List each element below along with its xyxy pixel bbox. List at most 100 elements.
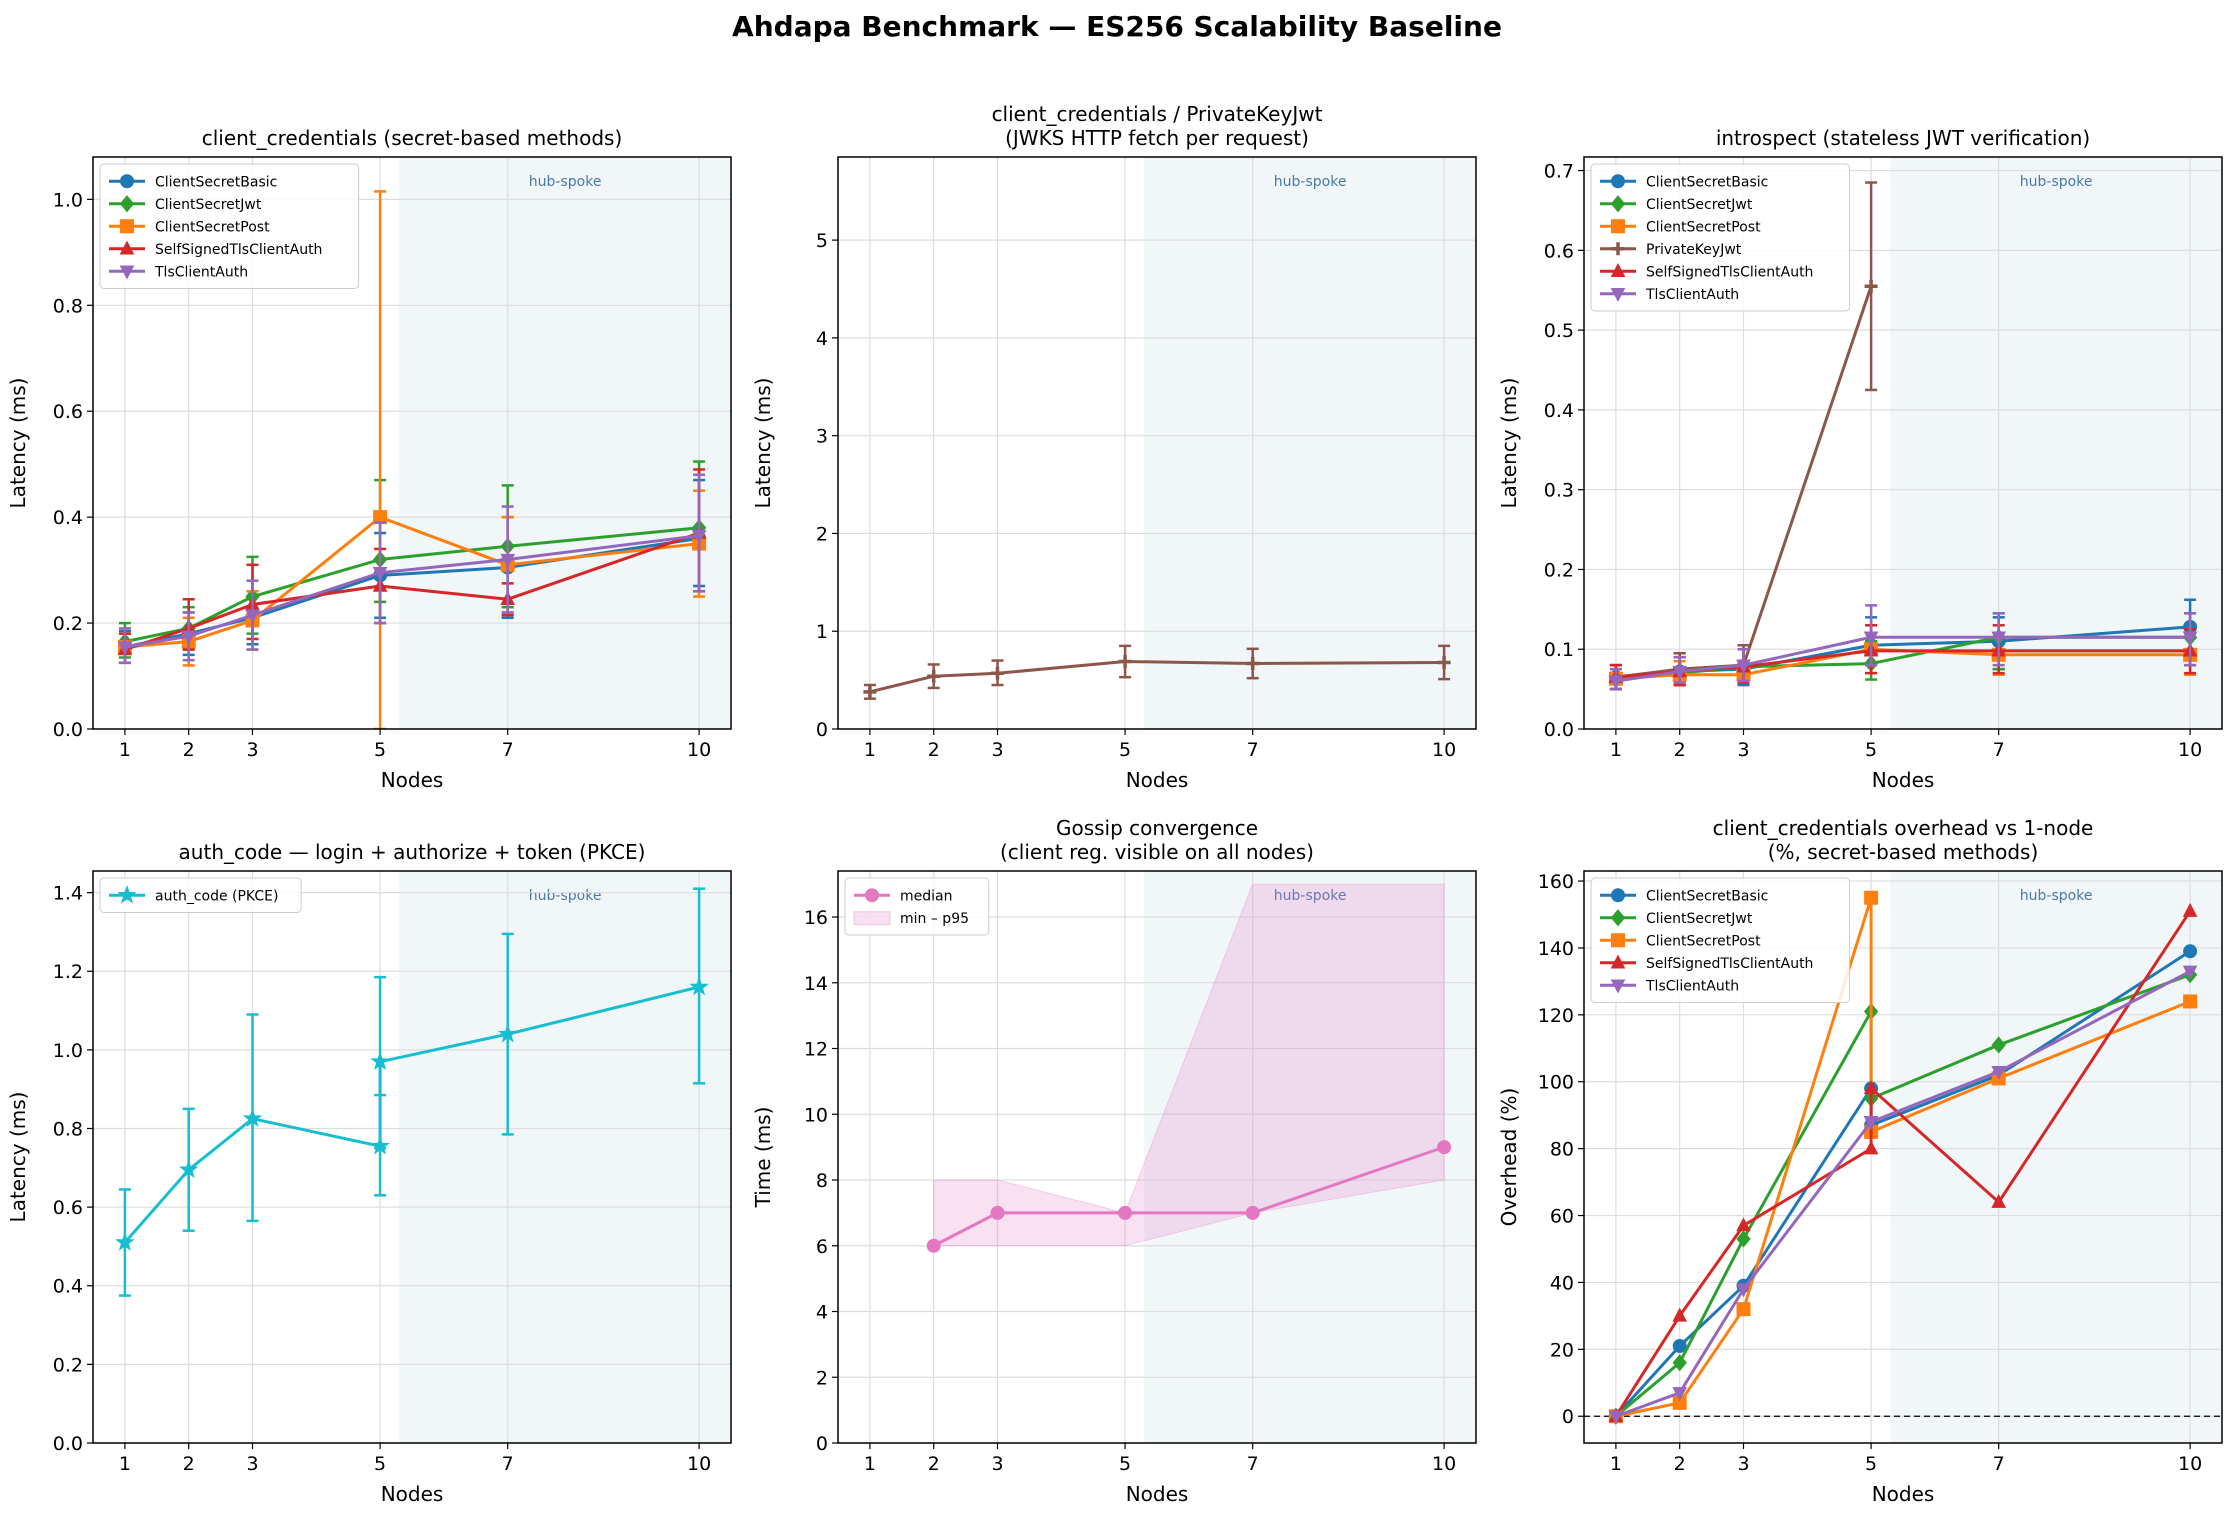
y-tick-label: 20 [1550,1339,1574,1361]
y-tick-label: 0.1 [1544,639,1574,661]
data-point [1863,1080,1879,1095]
x-tick-label: 2 [1674,1453,1686,1475]
y-tick-label: 0.2 [53,1354,83,1376]
x-tick-label: 3 [991,1453,1003,1475]
data-point [927,669,941,683]
legend-marker [119,240,135,255]
legend: median min – p95 [844,877,990,936]
y-tick-label: 120 [1538,1005,1574,1027]
plot-area [115,887,709,1297]
x-tick-label: 1 [864,739,876,761]
data-point [1991,1193,2007,1208]
legend: ClientSecretBasic ClientSecretJwt ClientSe… [1590,163,1851,312]
x-axis-label: Nodes [1872,768,1935,792]
x-tick-label: 1 [864,1453,876,1475]
legend-label: PrivateKeyJwt [1646,242,1742,258]
x-tick-label: 10 [1432,1453,1456,1475]
chart-panel-3: hub-spoke 1 2 3 5 7 10 0.0 0.1 0.2 0.3 0.4 0.5 0.6 0.7… [1497,126,2223,792]
chart-panel-1: hub-spoke 1 2 3 5 7 10 0.0 0.2 0.4 0.6 0.8 1.0 Nodes L… [6,126,732,792]
x-tick-label: 10 [1432,739,1456,761]
legend-label: SelfSignedTlsClientAuth [155,242,322,258]
x-tick-label: 1 [1610,1453,1622,1475]
legend-label: min – p95 [900,911,969,927]
legend-label: SelfSignedTlsClientAuth [1646,956,1813,972]
y-axis-label: Latency (ms) [1497,378,1521,509]
hub-spoke-region [1890,157,2222,729]
x-axis-label: Nodes [1872,1482,1935,1506]
x-tick-label: 2 [1674,739,1686,761]
x-tick-label: 5 [374,1453,386,1475]
y-tick-label: 0.6 [53,1197,83,1219]
chart-title: auth_code — login + authorize + token (P… [179,840,646,864]
x-axis-label: Nodes [1126,768,1189,792]
data-point [2182,902,2198,917]
y-tick-label: 40 [1550,1272,1574,1294]
x-tick-label: 7 [1247,739,1259,761]
data-point [1863,631,1879,646]
y-tick-label: 0.5 [1544,320,1574,342]
legend-marker [1611,174,1625,189]
data-point [689,976,709,996]
legend-label: ClientSecretBasic [155,174,277,190]
plot-area [926,883,1452,1253]
legend: ClientSecretBasic ClientSecretJwt ClientSe… [1590,877,1851,1003]
data-point [500,553,516,568]
hub-spoke-region [399,157,731,729]
data-point [2183,944,2198,959]
legend-marker [1610,909,1626,927]
axes-frame [1583,156,2223,730]
data-point [691,529,707,544]
data-point [1991,1036,2006,1054]
y-tick-label: 12 [804,1039,828,1061]
legend: ClientSecretBasic ClientSecretJwt ClientSe… [99,163,360,289]
data-point [2183,994,2198,1009]
legend-label: ClientSecretPost [155,219,270,235]
series-line [124,515,700,649]
legend-label: auth_code (PKCE) [155,888,278,904]
region-label: hub-spoke [2020,888,2093,904]
data-point [497,1023,518,1043]
y-tick-label: 0.4 [53,1276,83,1298]
y-tick-label: 1.0 [53,189,83,211]
data-point [370,1135,390,1155]
x-tick-label: 1 [119,739,131,761]
data-point [1672,1387,1688,1402]
data-point [1736,1217,1751,1232]
y-tick-label: 0.2 [53,613,83,635]
data-point [1246,656,1260,670]
data-point [178,1159,199,1179]
series-PrivateKeyJwt [863,644,1451,700]
data-point [1608,675,1624,690]
y-tick-label: 2 [816,523,828,545]
axes-frame [837,156,1477,730]
chart-title: introspect (stateless JWT verification) [1716,126,2090,150]
region-label: hub-spoke [529,888,602,904]
series-SelfSignedTlsClientAuth [1608,902,2198,1422]
chart-title: Gossip convergence [1056,816,1258,840]
x-tick-label: 1 [119,1453,131,1475]
x-tick-label: 5 [1865,739,1877,761]
axes-frame [1583,870,2223,1444]
legend-marker [1611,242,1625,256]
x-tick-label: 7 [502,739,514,761]
y-tick-label: 8 [816,1170,828,1192]
data-point [242,1108,263,1127]
region-label: hub-spoke [1274,174,1347,190]
y-tick-label: 0.7 [1544,161,1574,183]
figure-title: Ahdapa Benchmark — ES256 Scalability Bas… [732,10,1502,43]
legend-marker [1611,888,1625,903]
data-point [1608,1410,1624,1425]
legend-box [99,877,302,913]
chart-panel-2: hub-spoke 1 2 3 5 7 10 0 1 2 3 4 5 Nodes Latency (ms) c… [751,102,1477,792]
series-line [869,660,1445,694]
data-point [181,630,197,645]
chart-title: client_credentials overhead vs 1-node [1713,816,2094,840]
y-tick-label: 1.2 [53,961,83,983]
y-tick-label: 16 [804,907,828,929]
x-tick-label: 10 [687,1453,711,1475]
data-point [926,1238,941,1253]
y-tick-label: 0.2 [1544,559,1574,581]
legend-marker [865,888,879,903]
